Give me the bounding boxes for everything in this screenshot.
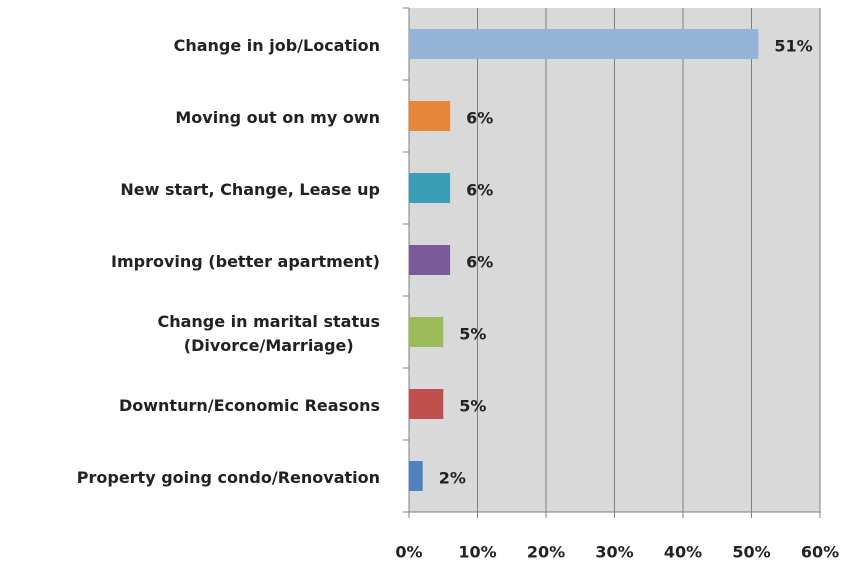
x-tick-label: 0% — [395, 543, 422, 562]
value-label: 6% — [466, 253, 493, 272]
y-tick-label: Change in job/Location — [173, 36, 380, 55]
value-label: 2% — [439, 469, 466, 488]
y-tick-label: Moving out on my own — [175, 108, 380, 127]
value-label: 51% — [774, 37, 812, 56]
bar — [409, 101, 451, 131]
x-tick-label: 40% — [664, 543, 702, 562]
value-label: 6% — [466, 181, 493, 200]
y-tick-label: Property going condo/Renovation — [76, 468, 380, 487]
y-tick-label: Change in marital status (Divorce/Marria… — [157, 312, 380, 355]
bar — [409, 317, 444, 347]
x-tick-label: 30% — [595, 543, 633, 562]
y-tick-label: Improving (better apartment) — [111, 252, 380, 271]
x-tick-label: 20% — [527, 543, 565, 562]
bar — [409, 389, 444, 419]
x-tick-label: 60% — [801, 543, 839, 562]
value-label: 6% — [466, 109, 493, 128]
bar — [409, 245, 451, 275]
bar — [409, 173, 451, 203]
x-tick-label: 50% — [732, 543, 770, 562]
x-tick-label: 10% — [458, 543, 496, 562]
y-tick-label: New start, Change, Lease up — [120, 180, 380, 199]
bar — [409, 461, 423, 491]
y-tick-label: Downturn/Economic Reasons — [118, 396, 380, 415]
bar — [409, 29, 759, 59]
value-label: 5% — [459, 325, 486, 344]
value-label: 5% — [459, 397, 486, 416]
